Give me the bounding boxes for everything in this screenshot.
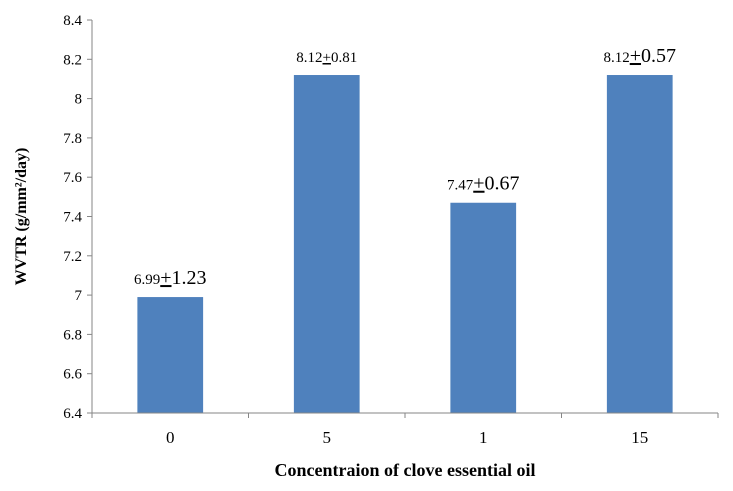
data-label-value: 8.12: [603, 50, 629, 66]
plus-minus-sign: +: [160, 267, 171, 289]
data-label-error: 0.67: [485, 173, 520, 195]
data-label: 8.12+0.81: [296, 50, 357, 66]
y-tick-label: 7.4: [63, 210, 82, 226]
y-tick-label: 8: [75, 92, 83, 108]
data-label-value: 8.12: [296, 50, 322, 66]
plus-minus-sign: +: [630, 45, 641, 67]
data-label-error: 0.81: [331, 50, 357, 66]
data-labels-group: 6.99+1.238.12+0.817.47+0.678.12+0.57: [134, 45, 676, 289]
plus-minus-sign: +: [323, 50, 331, 66]
x-tick-label: 0: [166, 428, 175, 447]
y-tick-label: 7.8: [63, 131, 82, 147]
x-tick-label: 15: [631, 428, 648, 447]
y-tick-label: 6.6: [63, 367, 82, 383]
x-axis-ticks: 0 5 1 15: [91, 413, 719, 447]
bar-15: [606, 75, 673, 414]
plus-minus-sign: +: [473, 173, 484, 195]
data-label: 8.12+0.57: [603, 45, 676, 67]
bar-5: [293, 75, 360, 414]
y-tick-label: 8.4: [63, 13, 82, 29]
data-label: 7.47+0.67: [447, 173, 520, 195]
data-label-error: 1.23: [172, 267, 207, 289]
y-tick-label: 7: [75, 288, 83, 304]
y-tick-label: 8.2: [63, 52, 82, 68]
y-tick-label: 7.2: [63, 249, 82, 265]
data-label-value: 7.47: [447, 178, 474, 194]
bar-0: [137, 297, 204, 413]
data-label-error: 0.57: [641, 45, 676, 67]
x-axis-title: Concentraion of clove essential oil: [275, 460, 536, 480]
y-tick-label: 7.6: [63, 170, 82, 186]
bars-group: [137, 75, 673, 414]
x-tick-label: 5: [323, 428, 332, 447]
y-tick-label: 6.4: [63, 406, 82, 422]
data-label: 6.99+1.23: [134, 267, 207, 289]
y-tick-label: 6.8: [63, 327, 82, 343]
y-axis-title: WVTR (g/mm²/day): [13, 148, 30, 286]
x-tick-label: 1: [479, 428, 488, 447]
data-label-value: 6.99: [134, 272, 160, 288]
y-axis-ticks: 6.4 6.6 6.8 7 7.2 7.4 7.6 7.8 8 8.2 8.4: [63, 13, 92, 422]
bar-1: [450, 202, 517, 413]
